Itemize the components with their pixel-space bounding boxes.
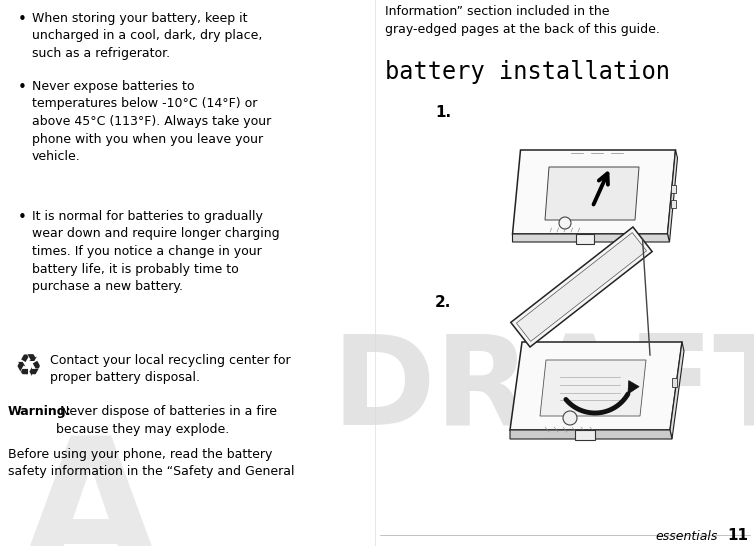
Bar [575,430,595,440]
Text: 11: 11 [727,528,748,543]
Text: 2.: 2. [435,295,452,310]
Text: ♻: ♻ [14,353,41,383]
Text: DRAFT: DRAFT [331,329,754,450]
Text: When storing your battery, keep it
uncharged in a cool, dark, dry place,
such as: When storing your battery, keep it uncha… [32,12,262,60]
Text: 1.: 1. [435,105,451,120]
Text: Never dispose of batteries in a fire
because they may explode.: Never dispose of batteries in a fire bec… [56,405,277,436]
Polygon shape [628,381,639,394]
Text: essentials: essentials [655,530,717,543]
Polygon shape [545,167,639,220]
Circle shape [559,217,571,229]
Text: A: A [20,430,160,546]
Polygon shape [516,233,646,341]
Bar [670,185,676,193]
Text: •: • [18,210,27,225]
Polygon shape [540,360,646,416]
Circle shape [563,411,577,425]
Polygon shape [667,150,678,242]
Text: •: • [18,12,27,27]
Text: Never expose batteries to
temperatures below -10°C (14°F) or
above 45°C (113°F).: Never expose batteries to temperatures b… [32,80,271,163]
Text: battery installation: battery installation [385,60,670,84]
Text: Warning:: Warning: [8,405,72,418]
Text: It is normal for batteries to gradually
wear down and require longer charging
ti: It is normal for batteries to gradually … [32,210,280,293]
Text: •: • [18,80,27,95]
Bar [576,234,594,244]
Polygon shape [510,227,652,347]
Bar [672,378,677,387]
Polygon shape [510,430,672,439]
Polygon shape [513,234,670,242]
Text: Information” section included in the
gray-edged pages at the back of this guide.: Information” section included in the gra… [385,5,660,35]
Text: Contact your local recycling center for
proper battery disposal.: Contact your local recycling center for … [50,354,290,384]
Polygon shape [513,150,676,234]
Polygon shape [670,342,684,439]
Text: Before using your phone, read the battery
safety information in the “Safety and : Before using your phone, read the batter… [8,448,295,478]
Polygon shape [510,342,682,430]
Bar [670,200,676,208]
